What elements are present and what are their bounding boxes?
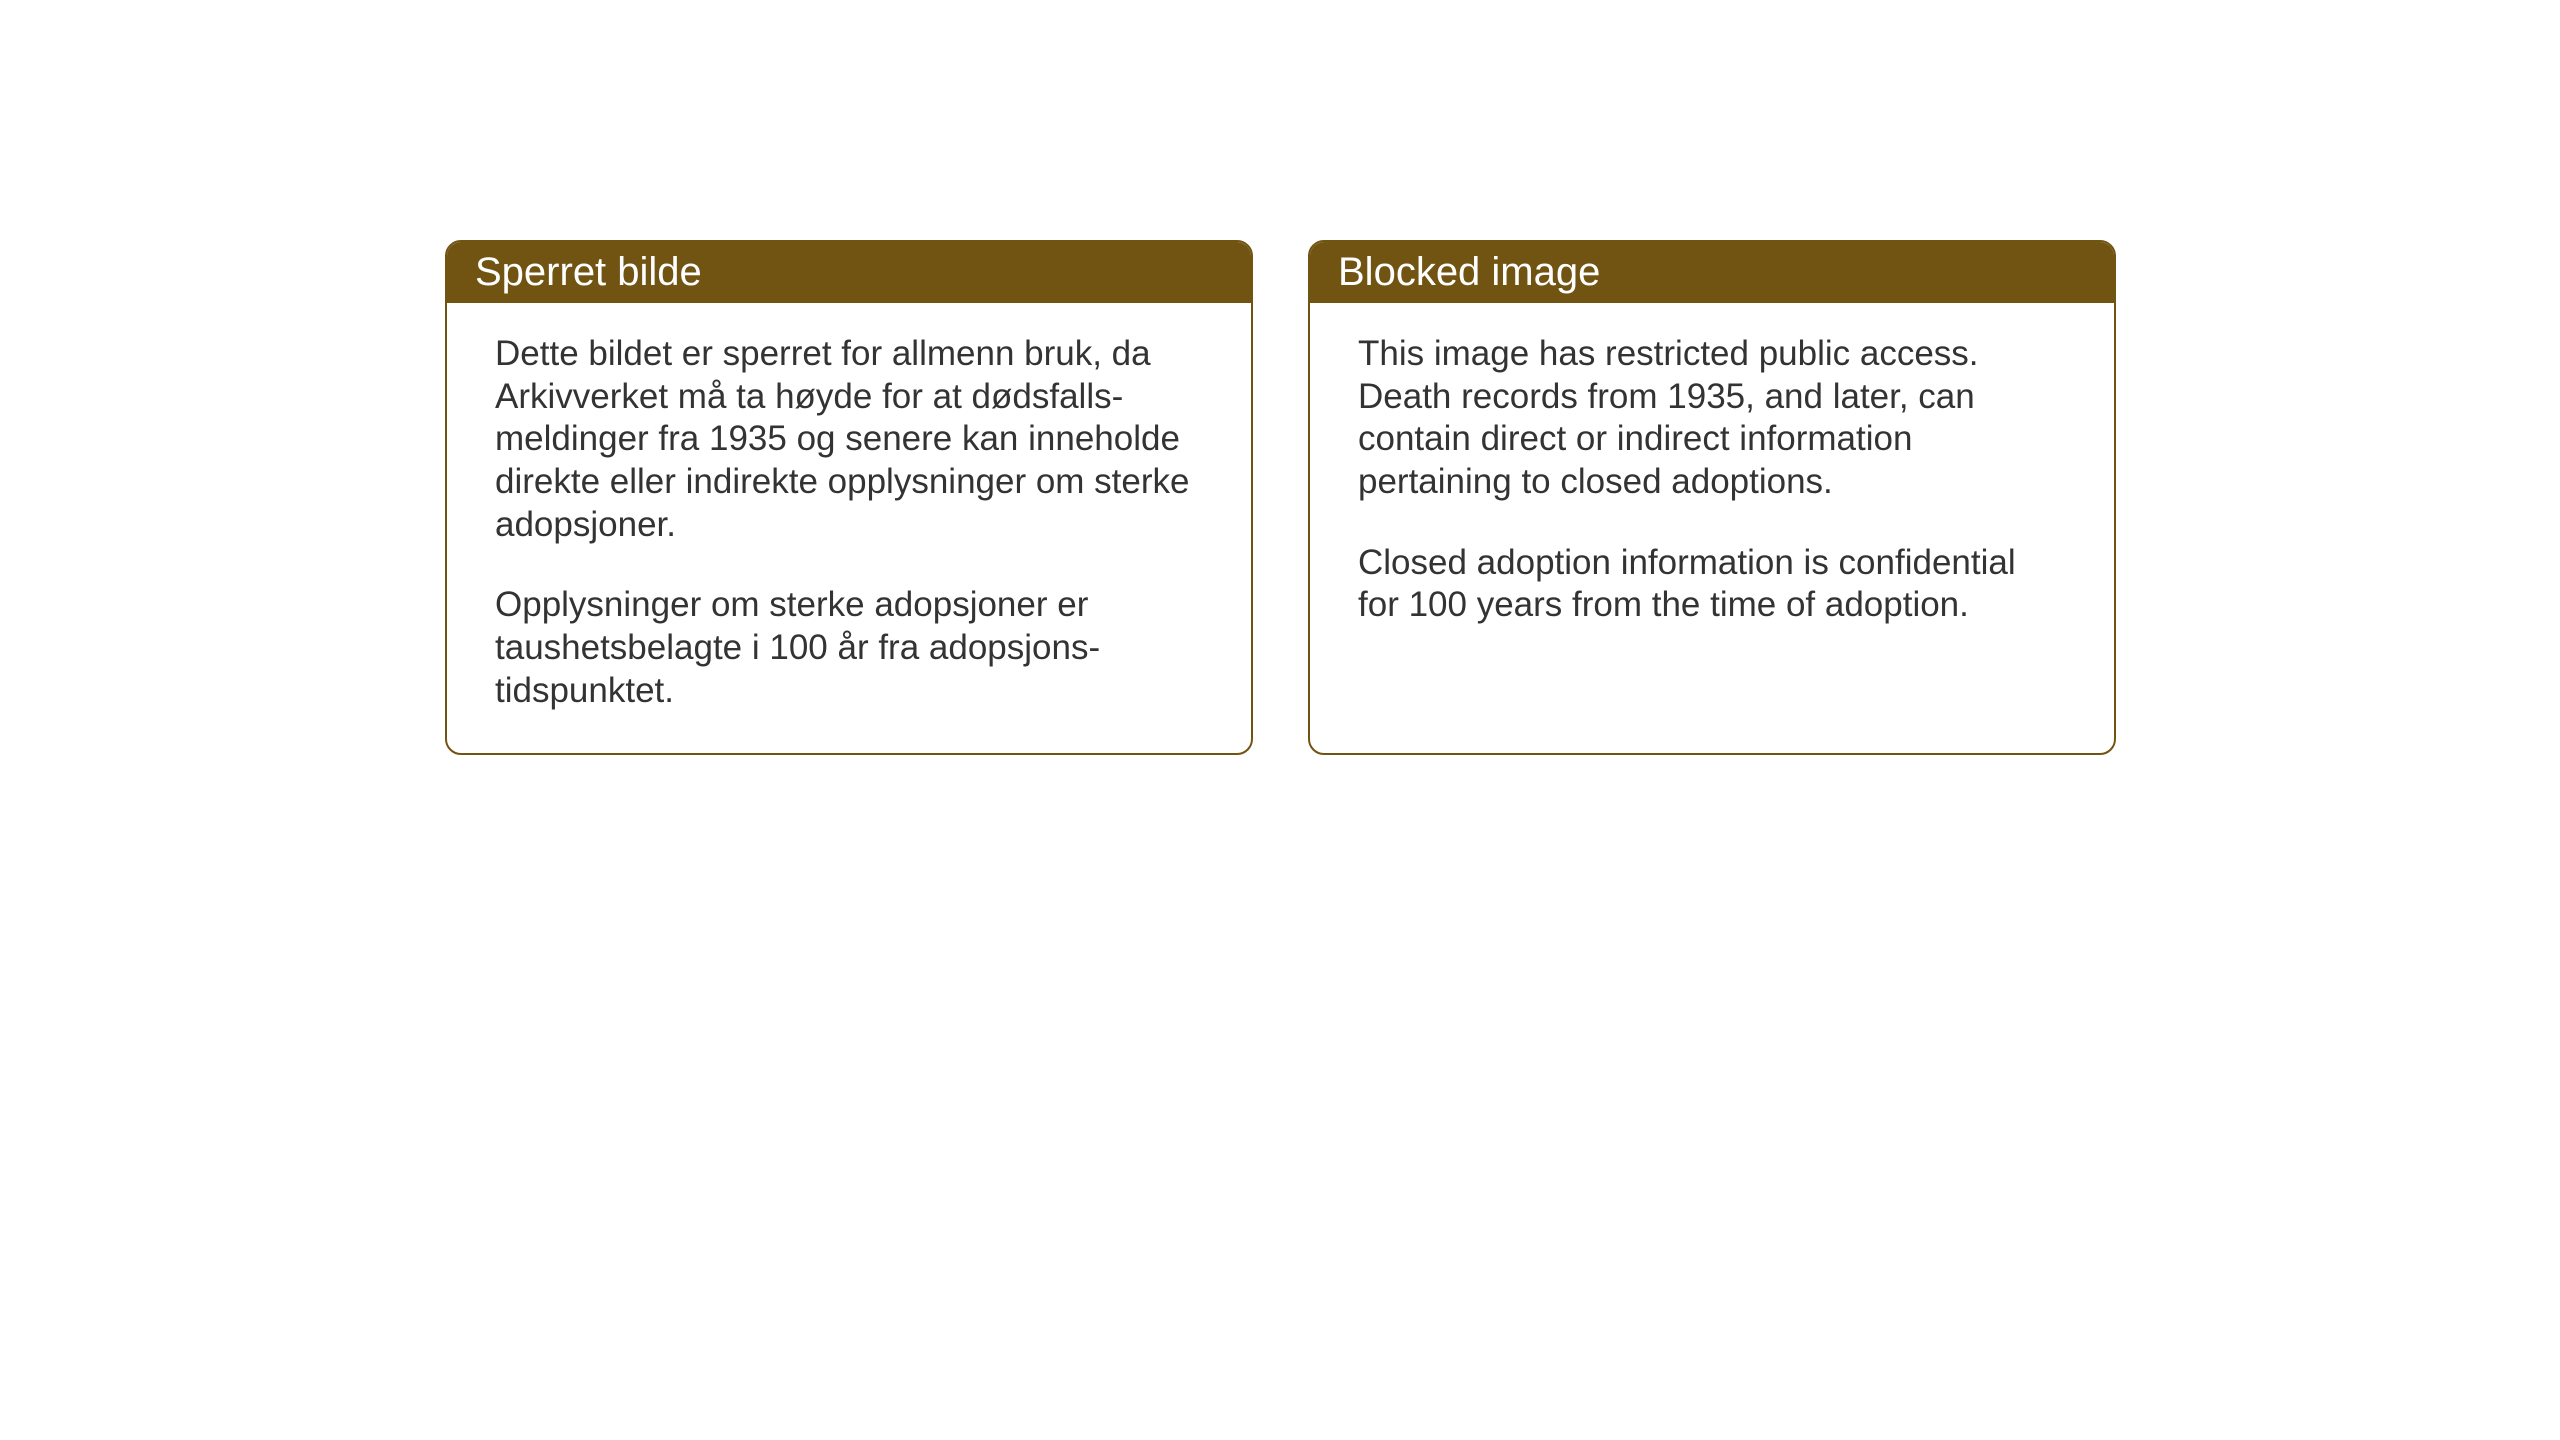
card-body-english: This image has restricted public access.… [1310,303,2114,707]
card-body-norwegian: Dette bildet er sperret for allmenn bruk… [447,303,1251,753]
card-paragraph-2-norwegian: Opplysninger om sterke adopsjoner er tau… [495,584,1203,712]
cards-container: Sperret bilde Dette bildet er sperret fo… [445,240,2116,755]
card-header-english: Blocked image [1310,242,2114,303]
blocked-image-card-english: Blocked image This image has restricted … [1308,240,2116,755]
card-paragraph-2-english: Closed adoption information is confident… [1358,542,2066,627]
card-paragraph-1-english: This image has restricted public access.… [1358,333,2066,504]
card-paragraph-1-norwegian: Dette bildet er sperret for allmenn bruk… [495,333,1203,546]
card-header-norwegian: Sperret bilde [447,242,1251,303]
blocked-image-card-norwegian: Sperret bilde Dette bildet er sperret fo… [445,240,1253,755]
